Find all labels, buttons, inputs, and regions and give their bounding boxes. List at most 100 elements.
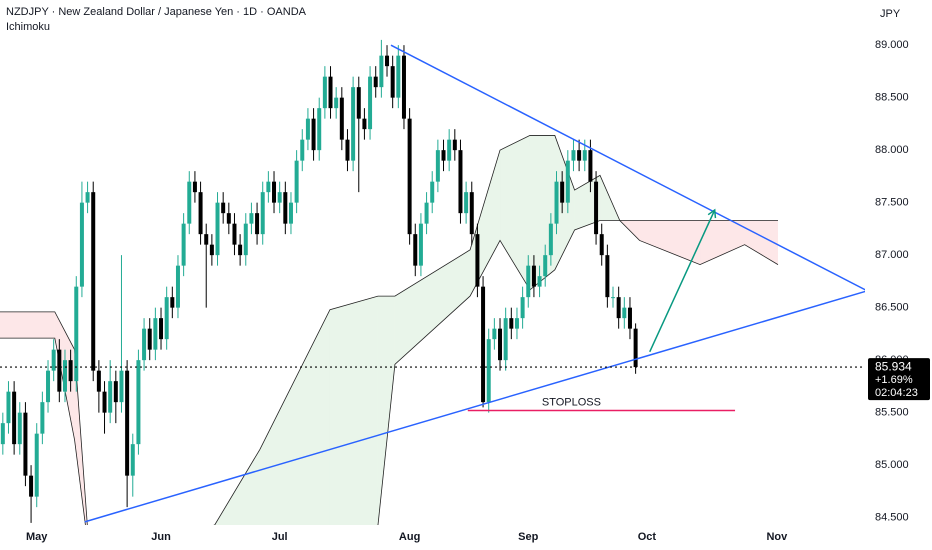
candle-body (277, 192, 282, 203)
candle-body (51, 349, 56, 371)
candle-body (588, 150, 593, 182)
x-tick-label: Oct (638, 531, 657, 543)
candle-body (91, 192, 96, 371)
candle-body (288, 202, 293, 224)
candle-body (232, 223, 237, 245)
candle-body (418, 223, 423, 266)
candle-body (147, 328, 152, 350)
candle-body (6, 391, 11, 424)
candle-body (175, 265, 180, 308)
candle-body (283, 192, 288, 224)
candle-body (554, 181, 559, 224)
currency: JPY (880, 8, 901, 20)
candle-body (616, 297, 621, 319)
last-price-label: 85.934 (875, 359, 912, 373)
candle-body (622, 307, 627, 319)
y-tick-label: 87.500 (875, 197, 909, 209)
upper-trend (390, 44, 865, 291)
candle-body (514, 318, 519, 329)
ichimoku-cloud (0, 135, 779, 525)
candle-body (368, 76, 373, 130)
cloud-fill (470, 150, 501, 297)
cloud-fill (214, 449, 260, 525)
cloud-fill (259, 309, 330, 525)
candle-body (221, 202, 226, 214)
candle-body (322, 76, 327, 109)
candle-body (142, 328, 147, 361)
candle-body (96, 370, 101, 392)
candle-body (475, 234, 480, 287)
candle-body (594, 181, 599, 235)
candle-body (192, 181, 197, 193)
candle-body (577, 150, 582, 161)
candle-body (300, 139, 305, 161)
indicator-name: Ichimoku (6, 21, 50, 33)
candle-body (481, 286, 486, 403)
candle-body (486, 339, 491, 403)
candle-body (311, 118, 316, 151)
candle-body (611, 297, 616, 299)
candle-body (385, 55, 390, 67)
candle-body (153, 318, 158, 350)
chart-title: NZDJPY · New Zealand Dollar / Japanese Y… (6, 6, 307, 18)
y-tick-label: 87.000 (875, 249, 909, 261)
candle-body (249, 213, 254, 224)
candle-body (458, 150, 463, 214)
candle-body (452, 139, 457, 151)
candle-body (571, 150, 576, 161)
cloud-fill (377, 296, 395, 525)
candle-body (294, 160, 299, 203)
lower-trend (84, 290, 865, 523)
candle-body (543, 255, 548, 277)
candle-body (164, 297, 169, 340)
candle-body (108, 381, 113, 413)
candle-body (328, 76, 333, 109)
x-tick-label: Sep (518, 531, 538, 543)
candle-body (565, 160, 570, 203)
candle-body (379, 55, 384, 88)
candle-body (170, 297, 175, 308)
candle-body (130, 444, 135, 476)
candle-body (243, 223, 248, 256)
candle-body (17, 412, 22, 445)
x-tick-label: Nov (766, 531, 788, 543)
x-tick-label: May (26, 531, 48, 543)
cloud-fill (0, 311, 55, 339)
candle-body (46, 370, 51, 403)
cloud-fill (329, 296, 378, 525)
cloud-fill (394, 249, 471, 365)
candle-body (351, 87, 356, 161)
candle-body (492, 328, 497, 340)
cloud-fill (500, 135, 530, 290)
candle-body (317, 108, 322, 151)
candle-body (266, 181, 271, 193)
candle-body (74, 286, 79, 382)
y-tick-label: 85.500 (875, 407, 909, 419)
x-tick-label: Jun (151, 531, 171, 543)
candle-body (34, 433, 39, 497)
candle-body (198, 192, 203, 235)
candle-body (373, 76, 378, 88)
candle-body (356, 87, 361, 119)
cloud-fill (574, 175, 601, 230)
cloud-fill (700, 220, 745, 265)
candle-body (204, 234, 209, 245)
candle-body (509, 318, 514, 329)
candle-body (424, 202, 429, 224)
candle-body (531, 265, 536, 287)
candle-body (113, 381, 118, 403)
candle-body (548, 223, 553, 256)
y-tick-label: 88.000 (875, 144, 909, 156)
y-tick-label: 89.000 (875, 39, 909, 51)
candle-body (599, 234, 604, 256)
y-tick-label: 86.500 (875, 302, 909, 314)
drawings: STOPLOSS (0, 44, 865, 523)
candle-body (627, 307, 632, 329)
candle-body (560, 181, 565, 203)
candle-body (413, 234, 418, 266)
candle-body (435, 150, 440, 182)
candle-body (209, 244, 214, 256)
candle-body (187, 181, 192, 224)
candle-body (79, 202, 84, 287)
